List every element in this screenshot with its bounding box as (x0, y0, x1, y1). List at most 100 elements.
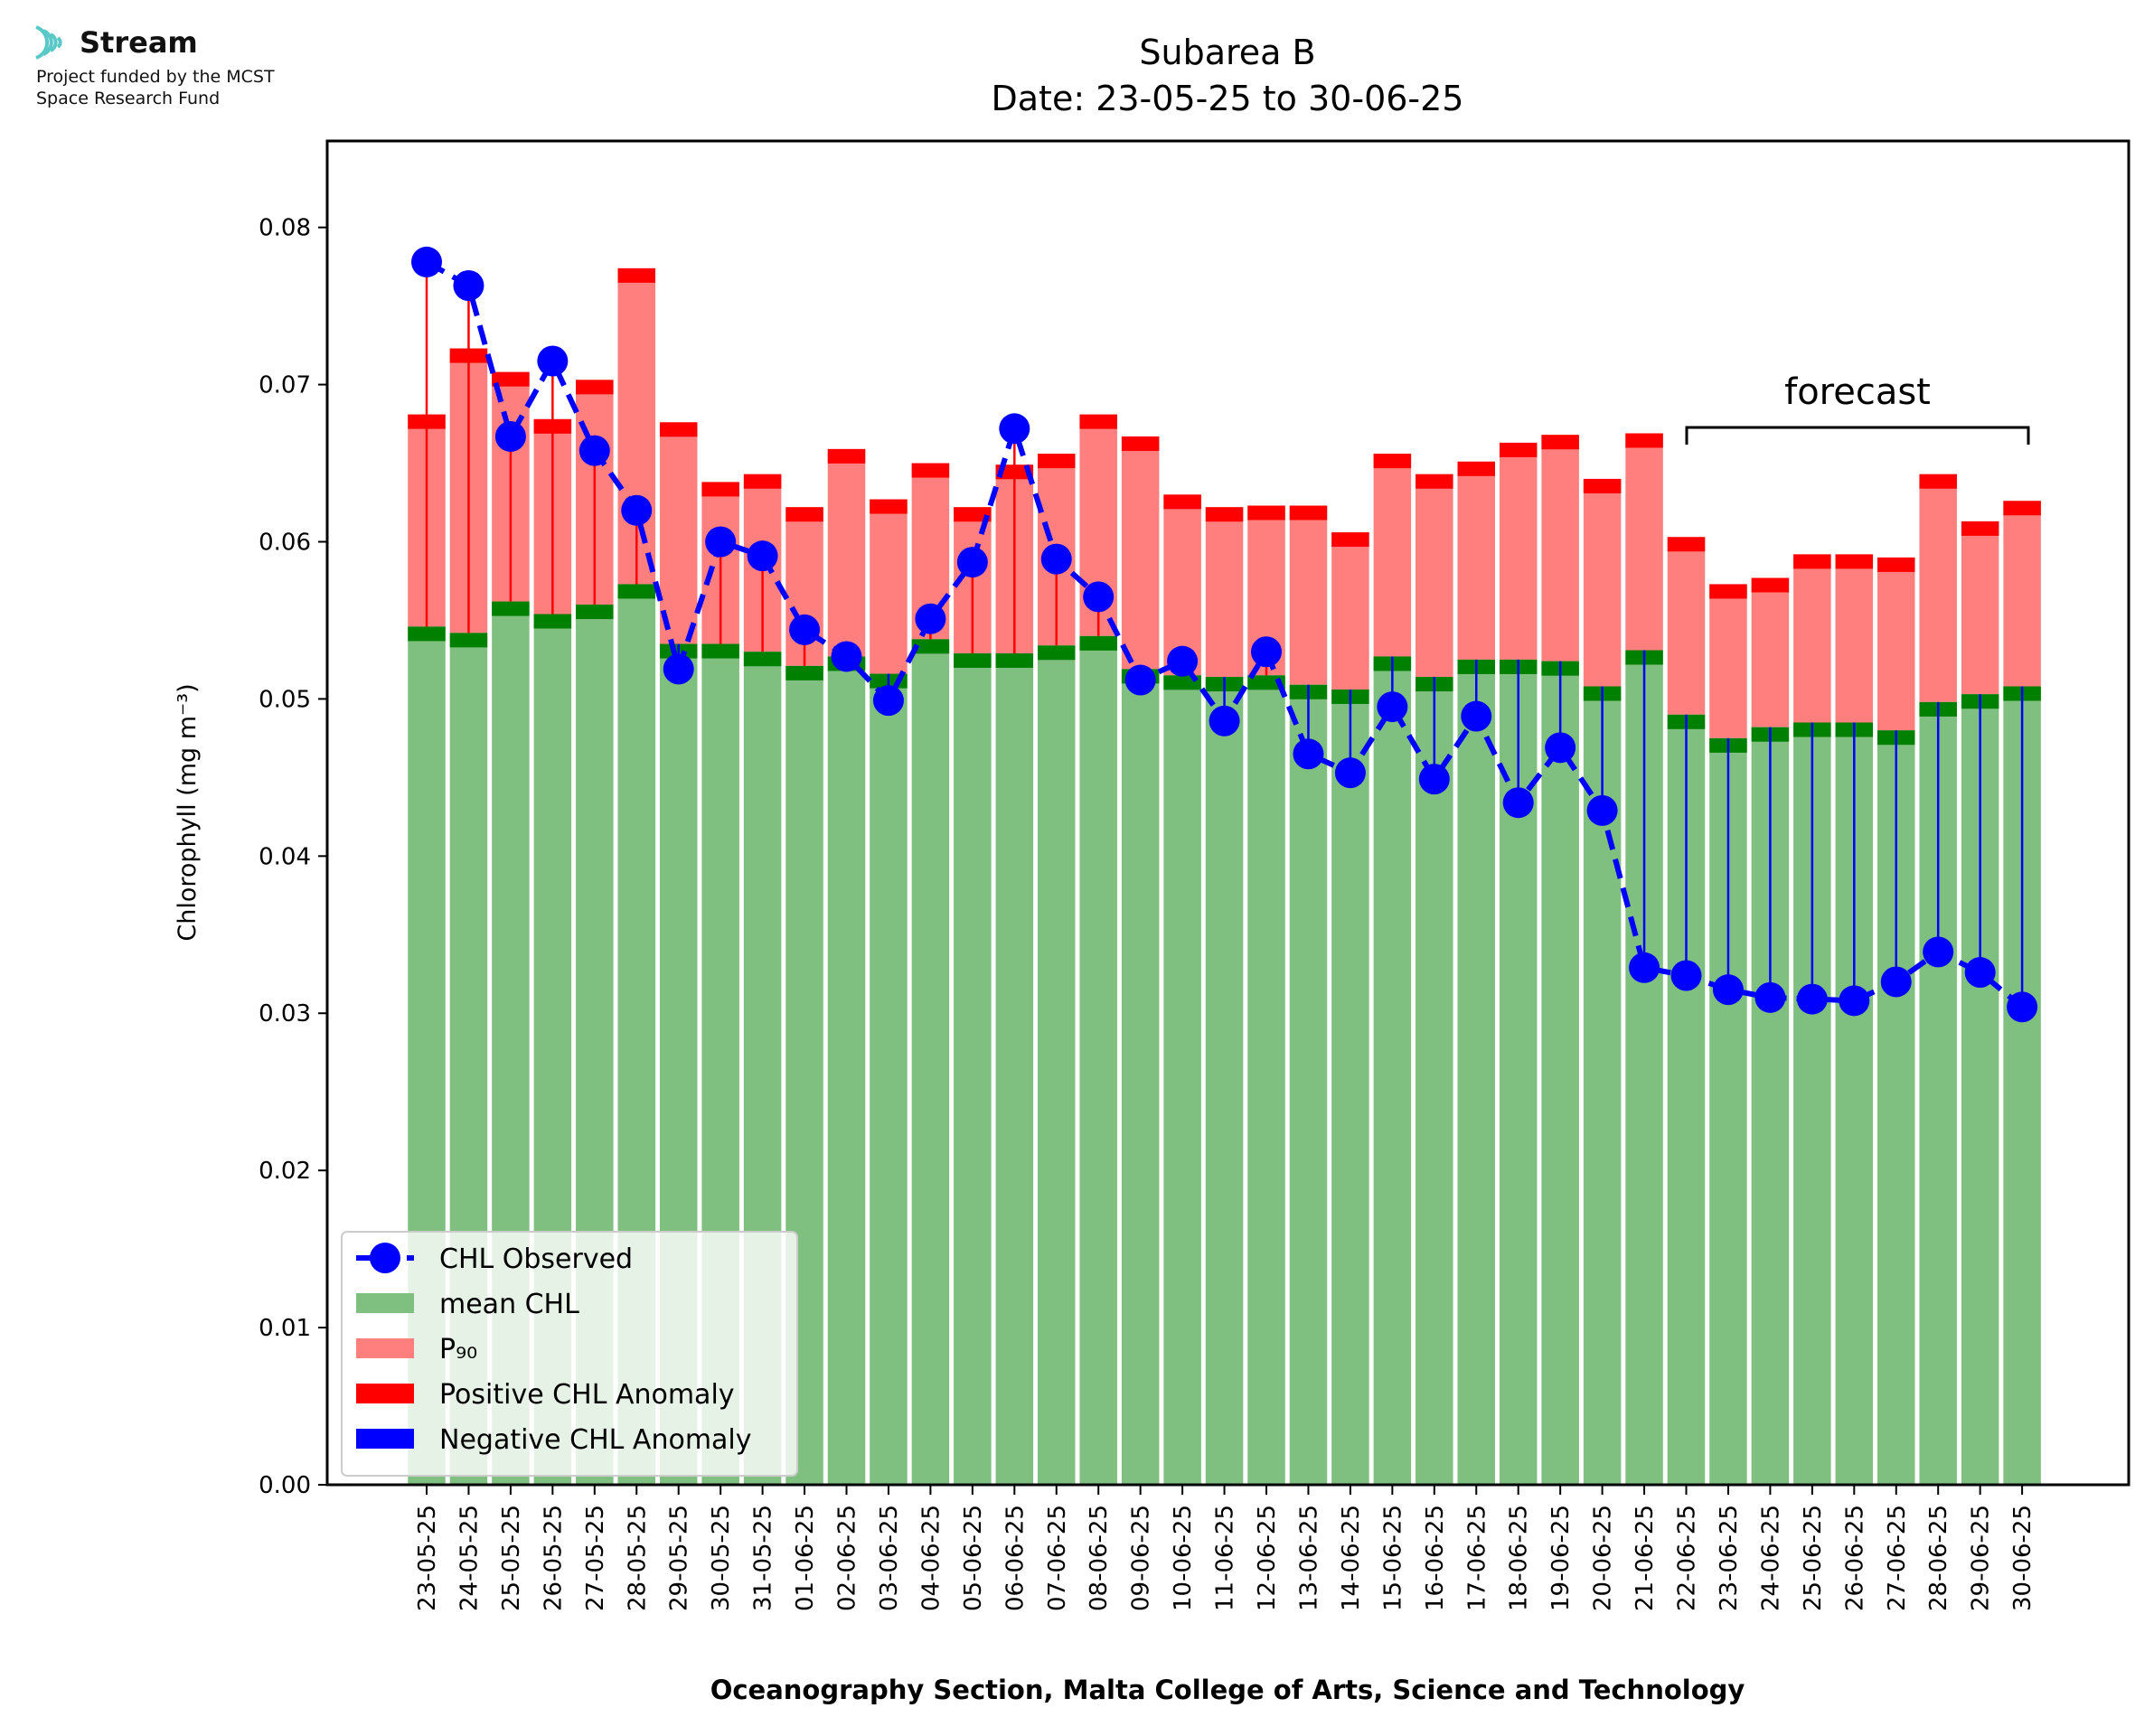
chart-title: Subarea B (1139, 33, 1315, 72)
observed-point (411, 246, 442, 277)
p90-bar (1416, 474, 1453, 678)
y-axis: 0.00 0.01 0.02 0.03 0.04 0.05 0.06 0.07 0.08 (259, 215, 327, 1499)
p90-cap (492, 371, 530, 387)
x-tick-label: 25-06-25 (1800, 1505, 1827, 1611)
y-tick-label: 0.02 (259, 1158, 311, 1185)
y-tick-label: 0.08 (259, 215, 311, 242)
p90-cap (1625, 433, 1663, 448)
mean-chl-cap (492, 601, 530, 616)
p90-cap (1457, 461, 1495, 476)
bars-layer (408, 267, 2041, 1485)
y-tick-label: 0.01 (259, 1315, 311, 1342)
x-tick-label: 13-06-25 (1295, 1505, 1322, 1611)
x-tick-label: 22-06-25 (1674, 1505, 1701, 1611)
x-tick-label: 24-05-25 (456, 1505, 483, 1611)
mean-chl-cap (911, 639, 950, 654)
observed-point (1880, 966, 1912, 998)
plot-frame (325, 139, 2130, 1487)
p90-bar (1961, 521, 1999, 695)
x-tick-label: 23-06-25 (1716, 1505, 1743, 1611)
p90-cap (1583, 478, 1622, 493)
logo-name: Stream (80, 25, 198, 60)
mean-chl-bar (1457, 659, 1495, 1485)
p90-bar (1541, 435, 1579, 662)
p90-cap (1961, 521, 1999, 536)
mean-chl-cap (617, 584, 655, 599)
p90-cap (659, 422, 698, 437)
x-axis-label: Oceanography Section, Malta College of A… (710, 1675, 1745, 1705)
observed-point (956, 547, 988, 578)
p90-cap (1205, 507, 1244, 522)
observed-point (789, 614, 821, 645)
observed-point (831, 641, 862, 672)
mean-chl-cap (449, 633, 488, 648)
mean-chl-cap (1038, 645, 1076, 661)
p90-bar (827, 448, 866, 657)
observed-point (1670, 960, 1702, 991)
x-tick-label: 31-05-25 (750, 1505, 777, 1611)
p90-cap (1331, 532, 1369, 548)
observed-point (1502, 787, 1534, 819)
x-axis: 23-05-25 24-05-25 25-05-25 26-05-25 27-05-25… (414, 1485, 2036, 1611)
observed-point (1629, 952, 1660, 983)
observed-point (1754, 981, 1786, 1013)
x-tick-label: 28-05-25 (624, 1505, 651, 1611)
observed-point (915, 603, 946, 634)
observed-point (453, 270, 484, 302)
observed-point (1418, 764, 1450, 795)
x-tick-label: 29-05-25 (666, 1505, 693, 1611)
p90-cap (2003, 501, 2041, 516)
observed-point (663, 653, 694, 685)
x-tick-label: 27-05-25 (582, 1505, 609, 1611)
mean-chl-bar (1541, 661, 1579, 1485)
p90-bar (1121, 436, 1160, 670)
x-tick-label: 27-06-25 (1884, 1505, 1911, 1611)
p90-cap (1667, 537, 1706, 552)
p90-cap (1079, 414, 1117, 429)
p90-bar (1877, 557, 1915, 731)
x-tick-label: 26-06-25 (1841, 1505, 1868, 1611)
legend-label: Negative CHL Anomaly (439, 1424, 752, 1456)
x-tick-label: 19-06-25 (1547, 1505, 1575, 1611)
x-tick-label: 17-06-25 (1463, 1505, 1491, 1611)
legend-swatch (356, 1338, 414, 1358)
x-tick-label: 26-05-25 (540, 1505, 567, 1611)
p90-cap (1541, 435, 1579, 450)
x-tick-label: 02-06-25 (834, 1505, 861, 1611)
mean-chl-bar (1038, 645, 1076, 1485)
observed-point (1334, 757, 1366, 789)
p90-bar (1709, 584, 1747, 738)
x-tick-label: 16-06-25 (1422, 1505, 1449, 1611)
observed-point (999, 413, 1030, 445)
p90-bar (2003, 501, 2041, 687)
forecast-annotation: forecast (1685, 371, 2030, 445)
p90-bar (1793, 554, 1831, 723)
forecast-bracket (1685, 426, 2030, 445)
chart-subtitle: Date: 23-05-25 to 30-06-25 (992, 79, 1464, 118)
observed-point (1964, 957, 1996, 989)
mean-chl-bar (1416, 677, 1453, 1485)
p90-bar (1289, 505, 1328, 685)
observed-point (872, 685, 904, 717)
p90-cap (911, 463, 950, 478)
mean-chl-bar (1163, 675, 1201, 1485)
y-tick-label: 0.06 (259, 529, 311, 556)
x-tick-label: 28-06-25 (1925, 1505, 1952, 1611)
p90-cap (617, 267, 655, 283)
observed-point (1923, 936, 1954, 968)
y-tick-label: 0.00 (259, 1472, 311, 1499)
observed-point (1040, 543, 1072, 575)
x-tick-label: 01-06-25 (792, 1505, 819, 1611)
x-tick-label: 15-06-25 (1379, 1505, 1406, 1611)
mean-chl-bar (1373, 656, 1412, 1485)
y-tick-label: 0.07 (259, 372, 311, 399)
observed-point (2007, 991, 2038, 1023)
observed-point (1167, 645, 1199, 677)
mean-chl-bar (1205, 677, 1244, 1485)
x-tick-label: 10-06-25 (1170, 1505, 1197, 1611)
observed-point (1712, 974, 1744, 1006)
legend-label: P₉₀ (439, 1334, 477, 1365)
mean-chl-bar (911, 639, 950, 1485)
p90-cap (743, 474, 782, 489)
